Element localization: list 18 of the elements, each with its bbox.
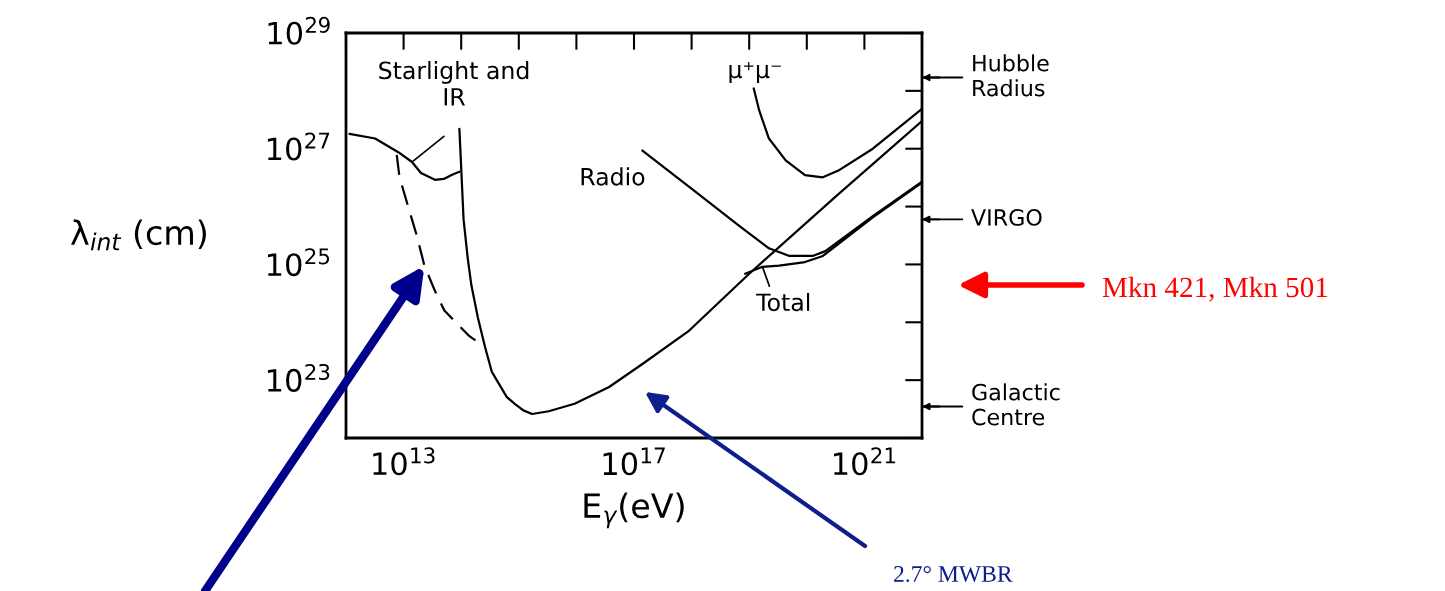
y-axis-title: λ$_{int}$ (cm) (71, 219, 206, 251)
series-label: Total (756, 292, 810, 312)
text: 2.7° MWBR (894, 565, 1013, 583)
y-tick-label: 10$^{27}$ (267, 132, 330, 161)
series-label: μ⁺μ⁻ (729, 62, 781, 83)
ref-line-label: Galactic Centre (972, 383, 1060, 426)
x-tick-label: 10$^{17}$ (603, 447, 665, 476)
x-axis-title: E$_{γ}$(eV) (584, 492, 684, 529)
y-tick-label: 10$^{29}$ (268, 16, 330, 45)
x-tick-label: 10$^{21}$ (833, 447, 896, 476)
ref-line-label: Hubble Radius (973, 54, 1049, 97)
series-label: Radio (581, 167, 645, 186)
ref-line-label: VIRGO (971, 209, 1042, 226)
y-tick-label: 10$^{25}$ (267, 248, 330, 277)
x-tick-label: 10$^{13}$ (373, 447, 435, 476)
series-label: Starlight and IR (379, 61, 529, 106)
y-tick-label: 10$^{23}$ (267, 363, 330, 392)
text: Mkn 421, Mkn 501 (1102, 276, 1328, 302)
